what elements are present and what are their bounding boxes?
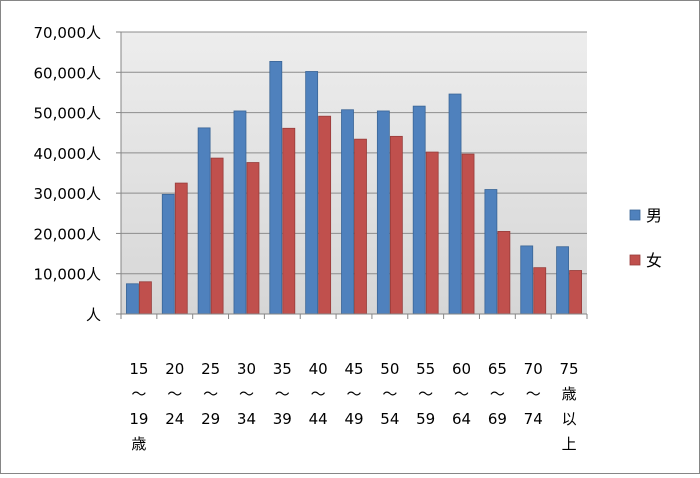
legend: 男女 [629,206,662,270]
y-tick-label: 10,000人 [34,266,102,284]
legend-label: 女 [646,251,662,270]
bar-female [174,182,188,315]
bar-female [533,267,547,315]
bar-male [233,110,247,315]
legend-swatch [629,254,641,266]
legend-swatch [629,209,641,221]
bar-female [210,157,224,315]
bar-male [341,109,354,315]
x-tick-label: 75 歳以上 [560,360,579,453]
bar-male [161,193,175,315]
bar-male [126,283,139,315]
y-tick-label: 50,000人 [34,105,102,123]
x-tick-label: 25 ～ 29 [201,360,220,428]
x-tick-label: 15 ～ 19 歳 [129,360,148,453]
x-axis-ticks: 15 ～ 19 歳 20 ～ 24 25 ～ 29 30 ～ 34 35 ～ 39 40 ～ 44 45 ～ 49 50 ～ 5… [129,360,578,453]
bar-female [425,151,439,315]
bar-male [376,110,390,315]
x-tick-label: 35 ～ 39 [273,360,292,428]
axes [116,31,588,319]
bar-male [556,246,569,315]
bar-male [197,127,211,315]
y-tick-label: 人 [86,306,101,324]
bar-female [389,135,403,315]
y-tick-label: 20,000人 [34,225,102,243]
bar-female [318,115,332,315]
x-tick-label: 55 ～ 59 [416,360,435,428]
bar-female [461,153,475,315]
bar-female [569,270,582,315]
bar-male [520,245,534,315]
bar-female [246,162,260,315]
y-tick-label: 30,000人 [34,185,102,203]
legend-label: 男 [646,206,662,225]
bar-female [497,231,511,315]
x-tick-label: 60 ～ 64 [452,360,471,428]
x-tick-label: 20 ～ 24 [165,360,184,428]
bar-female [282,127,296,315]
plot-area [121,32,587,314]
x-tick-label: 50 ～ 54 [380,360,399,428]
bar-male [305,71,319,315]
bar-female [354,138,367,315]
x-tick-label: 30 ～ 34 [237,360,256,428]
y-tick-label: 60,000人 [34,64,102,82]
y-tick-label: 70,000人 [34,24,102,42]
x-tick-label: 65 ～ 69 [488,360,507,428]
x-tick-label: 70 ～ 74 [524,360,543,428]
bar-male [448,93,462,315]
x-tick-label: 45 ～ 49 [344,360,363,428]
bar-male [412,105,426,315]
bars [126,61,582,315]
bar-male [484,189,498,315]
bar-male [269,61,283,315]
x-tick-label: 40 ～ 44 [309,360,328,428]
y-tick-label: 40,000人 [34,145,102,163]
bar-female [139,281,152,315]
y-axis-ticks: 人 10,000人 20,000人 30,000人 40,000人 50,000人 60,0… [34,24,102,324]
